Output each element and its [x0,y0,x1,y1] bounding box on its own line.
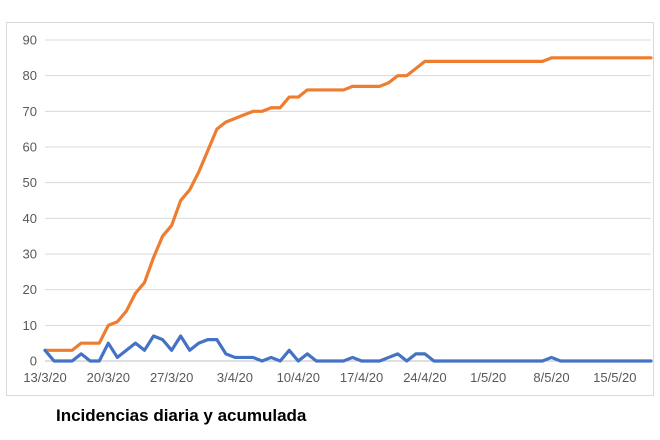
y-tick-label: 60 [23,140,37,155]
series-line-cumulative [43,56,653,352]
y-tick-label: 80 [23,68,37,83]
x-tick-label: 20/3/20 [87,370,130,385]
y-tick-label: 30 [23,247,37,262]
series-lines [43,56,653,363]
x-tick-label: 17/4/20 [340,370,383,385]
x-tick-label: 10/4/20 [277,370,320,385]
y-tick-label: 70 [23,104,37,119]
x-tick-label: 27/3/20 [150,370,193,385]
line-chart: 0 10 20 30 40 50 60 70 80 90 13/3/20 20/3/20 27/3/2… [23,33,653,385]
x-axis-tick-labels: 13/3/20 20/3/20 27/3/20 3/4/20 10/4/20 17/4/2… [23,370,636,385]
y-tick-label: 90 [23,33,37,48]
chart-frame: 0 10 20 30 40 50 60 70 80 90 13/3/20 20/3/20 27/3/2… [6,22,654,396]
gridlines [45,39,651,326]
y-tick-label: 20 [23,282,37,297]
x-tick-label: 15/5/20 [593,370,636,385]
x-tick-label: 8/5/20 [533,370,569,385]
y-axis-tick-labels: 0 10 20 30 40 50 60 70 80 90 [23,33,37,369]
x-tick-label: 13/3/20 [23,370,66,385]
x-tick-label: 3/4/20 [217,370,253,385]
y-tick-label: 0 [30,354,37,369]
series-line-daily [43,334,653,363]
y-tick-label: 40 [23,211,37,226]
y-tick-label: 50 [23,175,37,190]
chart-caption: Incidencias diaria y acumulada [56,406,307,425]
x-tick-label: 24/4/20 [403,370,446,385]
y-tick-label: 10 [23,318,37,333]
x-tick-label: 1/5/20 [470,370,506,385]
